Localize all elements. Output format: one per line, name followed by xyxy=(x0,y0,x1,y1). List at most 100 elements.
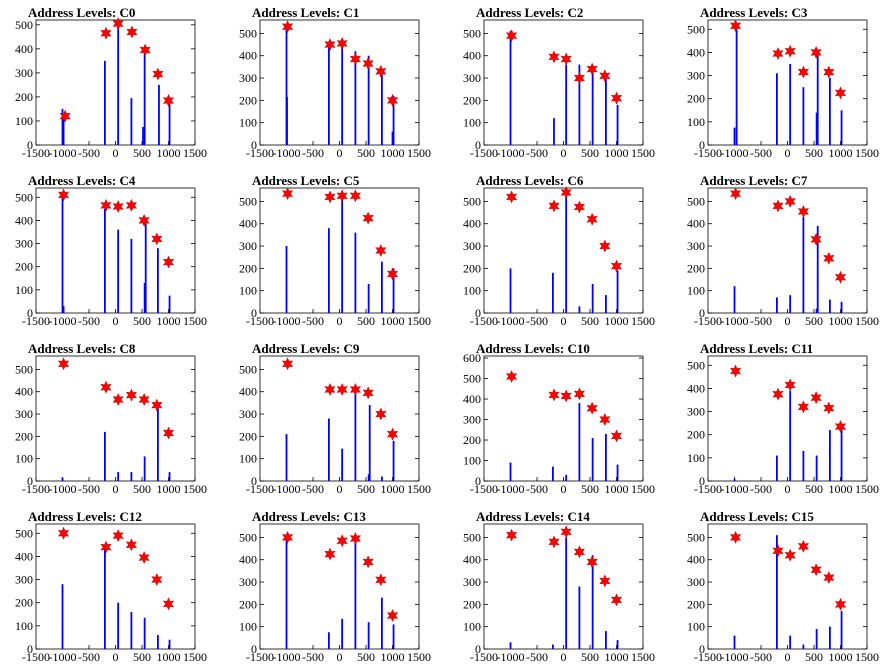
histogram-bar xyxy=(285,434,288,481)
histogram-bar xyxy=(815,628,818,649)
x-tick-label: 1500 xyxy=(631,650,655,664)
histogram-bar xyxy=(776,73,778,145)
y-tick-label: 200 xyxy=(687,92,705,106)
y-tick-label: 100 xyxy=(463,284,481,298)
peak-marker xyxy=(772,544,784,558)
y-tick-label: 0 xyxy=(475,474,481,488)
histogram-bar xyxy=(776,455,778,481)
chart-panel: Address Levels: C2 0 100 200 300 400 500 -1500-… xyxy=(448,0,672,168)
x-tick-label: -1000 xyxy=(49,482,77,496)
chart-svg: 0 100 200 300 400 500 -1500-1000 -500 0 500 1000 15… xyxy=(239,187,431,328)
histogram-bar xyxy=(157,635,159,649)
y-tick-label: 500 xyxy=(463,194,481,208)
y-tick-label: 200 xyxy=(463,261,481,275)
plot-frame xyxy=(259,355,420,482)
x-tick-label: 0 xyxy=(561,146,567,160)
peak-marker xyxy=(375,573,387,587)
histogram-bar xyxy=(341,448,344,481)
y-tick-label: 400 xyxy=(687,45,705,59)
peak-marker xyxy=(59,109,71,123)
x-tick-label: -1500 xyxy=(22,482,50,496)
histogram-bar xyxy=(565,537,568,649)
y-tick-label: 400 xyxy=(687,217,705,231)
chart-svg: 0 100 200 300 400 500 -1500-1000 -500 0 500 1000 15… xyxy=(463,19,655,160)
peak-marker xyxy=(281,20,294,34)
peak-marker xyxy=(281,187,294,201)
y-tick-label: 400 xyxy=(463,217,481,231)
plot-frame xyxy=(707,187,868,314)
y-tick-label: 200 xyxy=(239,261,257,275)
peak-marker xyxy=(610,429,623,443)
plot-frame xyxy=(707,19,868,146)
histogram-bar xyxy=(829,77,831,145)
x-tick-label: -500 xyxy=(78,314,100,328)
x-tick-label: 500 xyxy=(133,650,151,664)
peak-marker xyxy=(138,551,150,565)
histogram-bar xyxy=(733,127,736,145)
x-tick-label: 1500 xyxy=(855,146,879,160)
peak-marker xyxy=(57,526,70,540)
histogram-bar xyxy=(789,635,792,649)
y-tick-label: 200 xyxy=(463,93,481,107)
y-tick-label: 100 xyxy=(687,115,705,129)
histogram-bar xyxy=(367,622,370,649)
chart-title: Address Levels: C9 xyxy=(252,341,360,356)
y-tick-label: 400 xyxy=(463,553,481,567)
peak-marker xyxy=(797,65,810,79)
x-tick-label: -1500 xyxy=(470,650,498,664)
histogram-bar xyxy=(117,472,120,481)
histogram-bar xyxy=(143,456,146,481)
peak-marker xyxy=(548,535,560,549)
x-tick-label: 0 xyxy=(113,314,119,328)
peak-marker xyxy=(797,400,810,414)
peak-marker xyxy=(324,190,336,204)
histogram-bar xyxy=(62,117,65,145)
histogram-bar xyxy=(354,232,357,313)
chart-svg: 0 100 200 300 400 500 -1500-1000 -500 0 500 1000 15… xyxy=(15,355,207,496)
x-tick-label: -1500 xyxy=(246,314,274,328)
peak-marker xyxy=(772,47,784,61)
y-tick-label: 300 xyxy=(463,575,481,589)
plot-frame xyxy=(483,187,644,314)
peak-marker xyxy=(823,251,835,265)
peak-marker xyxy=(573,387,586,401)
histogram-bar xyxy=(840,611,843,649)
x-tick-label: -1500 xyxy=(470,314,498,328)
histogram-bar xyxy=(509,268,512,313)
x-tick-label: 500 xyxy=(805,314,823,328)
peak-marker xyxy=(386,427,399,441)
y-tick-label: 200 xyxy=(687,597,705,611)
histogram-bar xyxy=(552,466,554,481)
histogram-bar xyxy=(605,78,607,145)
chart-svg: 0 100 200 300 400 500 -1500-1000 -500 0 500 1000 15… xyxy=(687,19,879,160)
y-tick-label: 200 xyxy=(15,90,33,104)
y-tick-label: 400 xyxy=(687,553,705,567)
histogram-bar xyxy=(130,98,133,145)
histogram-bar xyxy=(168,472,171,481)
histogram-bar xyxy=(616,104,619,145)
x-tick-label: 500 xyxy=(133,314,151,328)
histogram-bar xyxy=(578,586,581,649)
peak-marker xyxy=(784,44,796,58)
histogram-bar xyxy=(802,87,805,145)
x-tick-label: 1500 xyxy=(183,146,207,160)
x-tick-label: 1500 xyxy=(407,146,431,160)
histogram-bar xyxy=(815,308,818,313)
peak-marker xyxy=(810,232,822,246)
chart-panel: Address Levels: C7 0 100 200 300 400 500 -1500-… xyxy=(672,168,896,336)
x-tick-label: 1000 xyxy=(605,146,629,160)
histogram-bar xyxy=(157,407,159,481)
peak-marker xyxy=(57,188,70,202)
histogram-bar xyxy=(117,229,120,313)
plot-frame xyxy=(483,19,644,146)
peak-marker xyxy=(797,539,810,553)
x-tick-label: 500 xyxy=(357,314,375,328)
peak-marker xyxy=(586,62,598,76)
peak-marker xyxy=(505,528,518,542)
y-tick-label: 400 xyxy=(15,549,33,563)
x-tick-label: -1500 xyxy=(694,146,722,160)
y-tick-label: 0 xyxy=(475,642,481,656)
peak-marker xyxy=(151,232,163,246)
peak-marker xyxy=(505,369,518,383)
peak-marker xyxy=(362,386,374,400)
